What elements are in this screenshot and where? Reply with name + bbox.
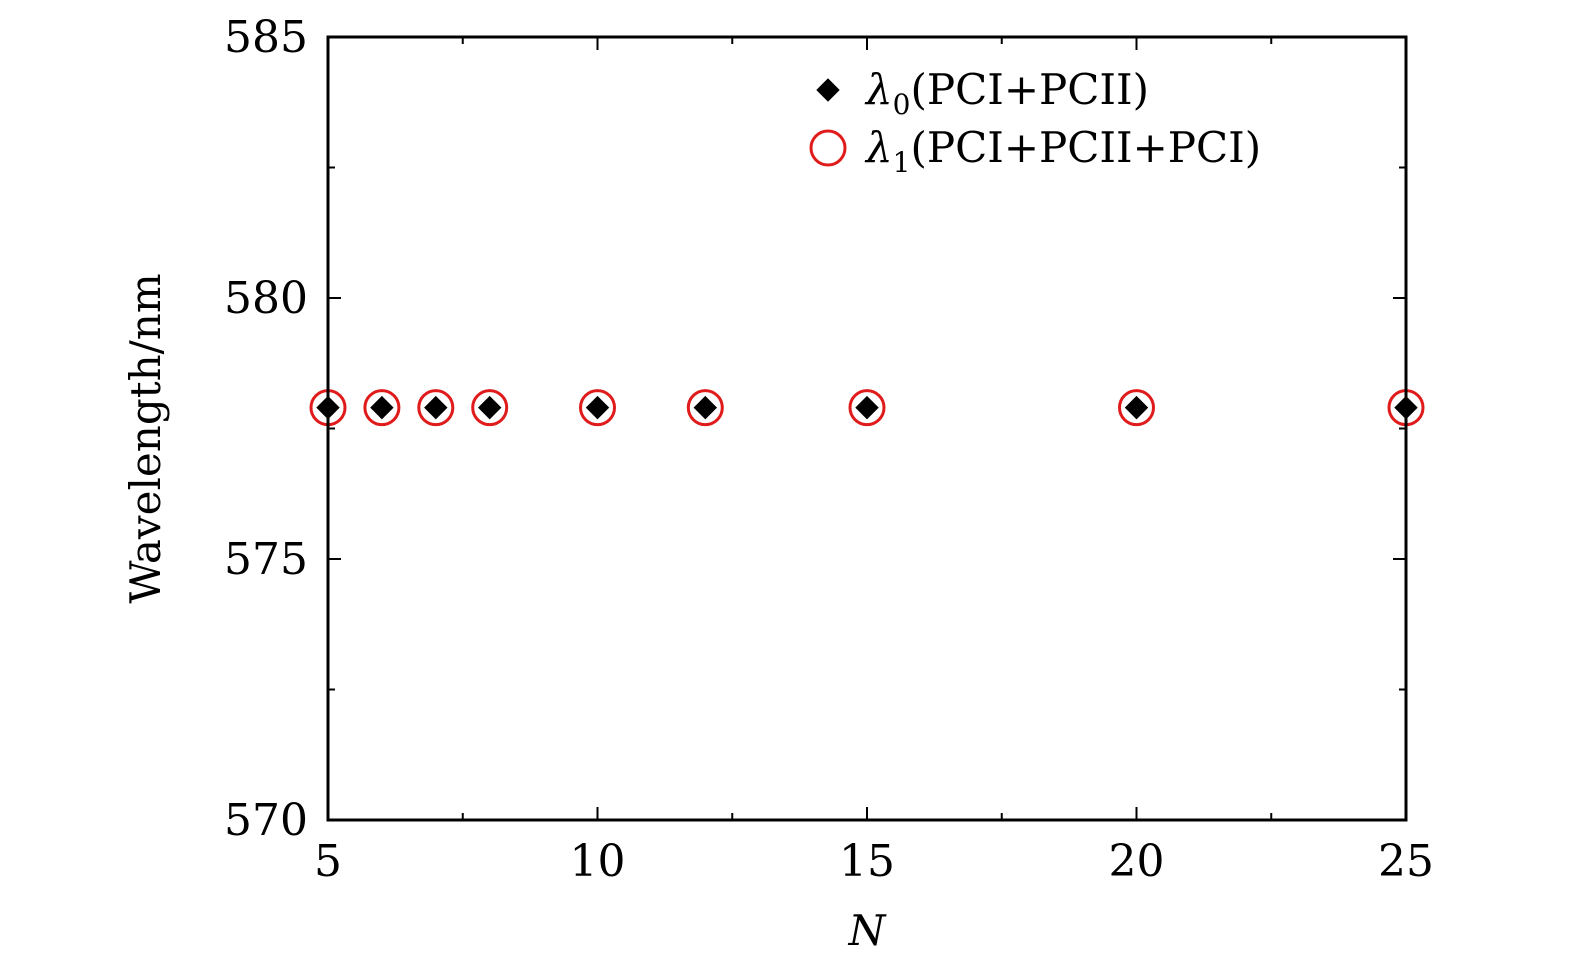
legend-diamond-marker <box>816 78 840 102</box>
legend-label: λ1(PCI+PCII+PCI) <box>864 123 1261 179</box>
y-axis-title: Wavelength/nm <box>121 273 170 603</box>
y-tick-label: 580 <box>224 273 308 324</box>
legend-circle-marker <box>809 129 847 167</box>
plot-frame <box>326 35 1408 822</box>
x-tick-label: 20 <box>1109 836 1165 887</box>
lambda1-point <box>417 389 455 427</box>
legend-label: λ0(PCI+PCII) <box>864 65 1149 121</box>
y-tick-label: 575 <box>224 534 308 585</box>
legend: λ0(PCI+PCII)λ1(PCI+PCII+PCI) <box>809 65 1261 179</box>
lambda0-point <box>855 395 879 420</box>
lambda0-point <box>424 395 448 420</box>
lambda1-point <box>579 389 616 427</box>
lambda1-point <box>1118 389 1155 427</box>
y-tick-label: 585 <box>224 12 308 63</box>
lambda1-point <box>363 389 401 427</box>
lambda1-point <box>848 389 886 427</box>
lambda1-point <box>686 389 724 427</box>
lambda0-point <box>370 395 394 420</box>
lambda0-point <box>1124 395 1149 420</box>
axis-tick-labels: 5 10 15 20 25 570 575 580 585 <box>224 12 1434 887</box>
x-tick-label: 10 <box>570 836 626 887</box>
x-tick-label: 25 <box>1378 836 1434 887</box>
lambda0-point <box>477 395 502 420</box>
lambda0-point <box>693 395 718 420</box>
x-axis-title: N <box>848 906 887 955</box>
y-tick-label: 570 <box>224 795 308 846</box>
lambda0-point <box>585 395 610 420</box>
x-tick-label: 15 <box>839 836 895 887</box>
data-marks <box>309 389 1425 427</box>
x-tick-label: 5 <box>314 836 342 887</box>
lambda1-point <box>471 389 509 427</box>
